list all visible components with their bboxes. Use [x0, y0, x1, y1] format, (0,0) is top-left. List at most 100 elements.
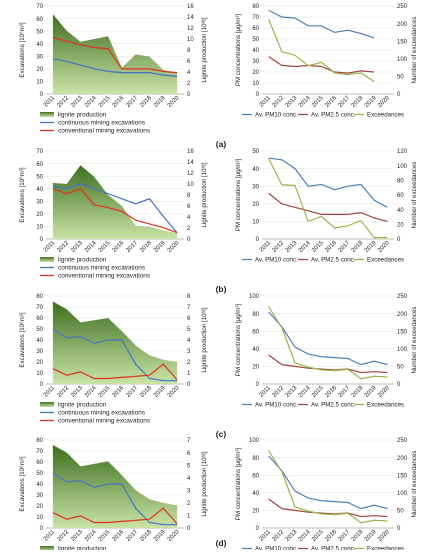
legend-label: continuous mining excavations [58, 265, 145, 272]
y-tick-label: 40 [252, 491, 259, 497]
y-tick-label: 10 [252, 220, 259, 226]
y2-tick-label: 0 [187, 382, 191, 388]
x-tick-label: 2015 [98, 95, 112, 109]
y2-axis-title: Number of exceedances [411, 450, 418, 517]
series-line [268, 354, 388, 374]
x-tick-label: 2020 [377, 95, 391, 109]
y2-axis-title: Number of exceedances [411, 306, 418, 373]
x-tick-label: 2015 [98, 240, 112, 254]
x-tick-label: 2014 [84, 529, 98, 543]
legend-label: lignite production [58, 112, 107, 119]
x-tick-label: 2019 [364, 240, 378, 254]
x-tick-label: 2020 [377, 240, 391, 254]
x-tick-label: 2020 [167, 385, 181, 399]
y2-axis-title: Lignite production [10⁶t] [201, 17, 208, 82]
legend-label: Av. PM10 conc. [255, 257, 298, 264]
series-line [268, 306, 388, 380]
series-line [268, 450, 388, 524]
legend-label: Av. PM10 conc. [255, 402, 298, 409]
y-tick-label: 80 [36, 294, 43, 300]
y-tick-label: 70 [252, 15, 259, 21]
x-tick-label: 2011 [259, 385, 273, 399]
y2-tick-label: 6 [187, 59, 191, 65]
y-tick-label: 60 [36, 460, 43, 466]
y-tick-label: 80 [252, 4, 259, 10]
y2-tick-label: 60 [397, 193, 404, 199]
x-tick-label: 2020 [167, 529, 181, 543]
chart-3: 0 10 20 30 40 50 60 70 0 2 4 6 8 10 12 14 16 2011 2012 2013… [19, 149, 208, 279]
y-tick-label: 60 [252, 473, 259, 479]
y2-axis-title: Number of exceedances [411, 161, 418, 228]
x-tick-label: 2016 [112, 240, 126, 254]
y2-axis-title: Lignite production [10⁶t] [201, 451, 208, 516]
x-tick-label: 2014 [84, 240, 98, 254]
y-tick-label: 10 [36, 225, 43, 231]
x-tick-label: 2019 [153, 529, 167, 543]
y-tick-label: 0 [256, 92, 260, 98]
y-tick-label: 80 [36, 438, 43, 444]
y2-tick-label: 50 [397, 75, 404, 81]
y2-tick-label: 0 [187, 92, 191, 98]
y2-tick-label: 150 [397, 329, 408, 335]
x-tick-label: 2018 [351, 95, 365, 109]
y2-tick-label: 250 [397, 438, 408, 444]
x-tick-label: 2015 [98, 529, 112, 543]
y-tick-label: 80 [252, 312, 259, 318]
y2-tick-label: 20 [397, 223, 404, 229]
x-tick-label: 2018 [139, 385, 153, 399]
y-tick-label: 50 [36, 327, 43, 333]
y2-tick-label: 200 [397, 22, 408, 28]
x-tick-label: 2012 [272, 529, 286, 543]
x-tick-label: 2014 [298, 529, 312, 543]
panel-label: (a) [216, 139, 227, 149]
x-tick-label: 2011 [259, 240, 273, 254]
x-tick-label: 2014 [84, 95, 98, 109]
series-area-lignite [52, 165, 178, 239]
x-tick-label: 2019 [364, 529, 378, 543]
legend-label: lignite production [58, 546, 107, 551]
y2-tick-label: 0 [397, 237, 401, 243]
legend-label: lignite production [58, 257, 107, 264]
x-tick-label: 2012 [56, 529, 70, 543]
y-axis-title: Excavations [10⁶m³] [19, 22, 26, 77]
series-line [268, 18, 375, 83]
y-tick-label: 20 [36, 360, 43, 366]
y2-tick-label: 8 [187, 48, 191, 54]
y-tick-label: 30 [36, 349, 43, 355]
legend-label: Av. PM2.5 conc. [311, 112, 356, 119]
y2-tick-label: 4 [187, 215, 191, 221]
x-tick-label: 2017 [338, 385, 352, 399]
y-tick-label: 20 [36, 504, 43, 510]
x-tick-label: 2012 [272, 95, 286, 109]
x-tick-label: 2016 [324, 95, 338, 109]
y-tick-label: 30 [36, 199, 43, 205]
y2-tick-label: 0 [397, 382, 401, 388]
legend-label: Av. PM10 conc. [255, 112, 298, 119]
x-tick-label: 2011 [259, 529, 273, 543]
y2-tick-label: 16 [187, 149, 194, 155]
y2-tick-label: 2 [187, 226, 191, 232]
y2-tick-label: 100 [397, 164, 408, 170]
y-tick-label: 50 [252, 149, 259, 155]
x-tick-label: 2019 [153, 95, 167, 109]
y-tick-label: 40 [36, 42, 43, 48]
x-tick-label: 2016 [112, 529, 126, 543]
x-tick-label: 2020 [167, 95, 181, 109]
x-tick-label: 2014 [298, 95, 312, 109]
y-tick-label: 10 [36, 371, 43, 377]
x-tick-label: 2011 [43, 240, 57, 254]
y2-tick-label: 7 [187, 438, 191, 444]
series-line [52, 472, 178, 526]
x-tick-label: 2016 [324, 529, 338, 543]
y2-tick-label: 250 [397, 4, 408, 10]
series-line [268, 9, 375, 39]
legend-swatch [40, 402, 54, 407]
y-tick-label: 0 [40, 237, 44, 243]
series-line [52, 188, 178, 234]
x-tick-label: 2011 [43, 95, 57, 109]
y-tick-label: 0 [256, 526, 260, 532]
legend-label: conventional mining excavations [58, 128, 150, 135]
y-tick-label: 60 [36, 17, 43, 23]
x-tick-label: 2013 [70, 529, 84, 543]
y-tick-label: 10 [36, 80, 43, 86]
